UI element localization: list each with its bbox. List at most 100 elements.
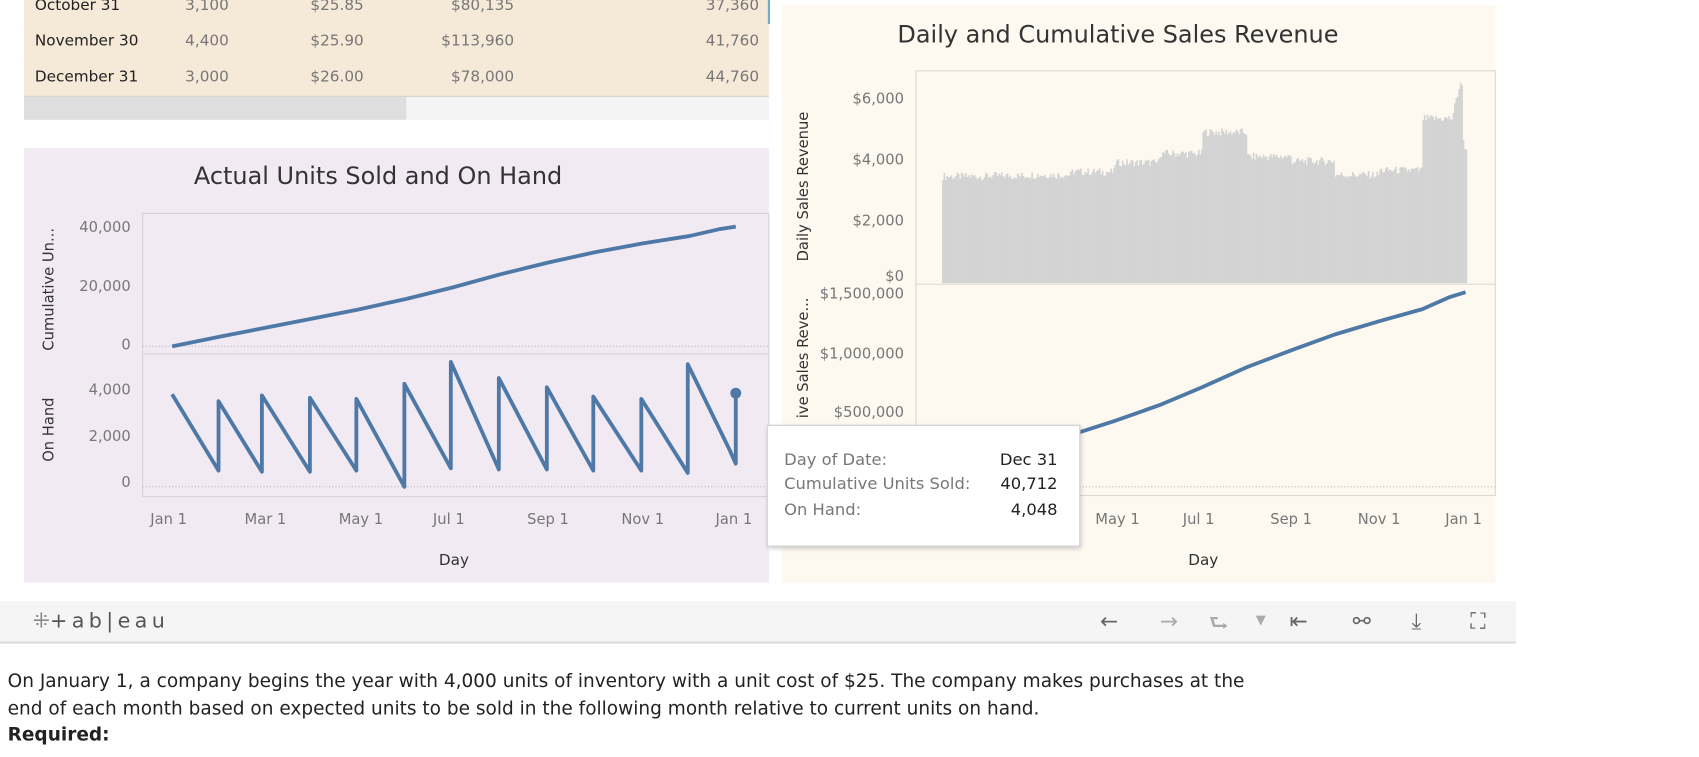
daily-revenue-bar [1180,151,1183,284]
units-chart-title: Actual Units Sold and On Hand [193,163,563,191]
daily-revenue-bar [1465,149,1468,284]
daily-revenue-bar [1373,177,1376,284]
daily-revenue-bar [1372,171,1374,284]
fullscreen-icon[interactable]: ⛶ [1470,607,1486,634]
revert-icon[interactable]: ⮑ [1208,609,1229,637]
daily-revenue-bar [1146,160,1148,284]
daily-revenue-bar [1436,118,1439,284]
daily-revenue-bar [1012,178,1015,284]
daily-revenue-bar [1199,154,1202,284]
daily-revenue-bar [1446,119,1449,284]
daily-revenue-bar [1387,170,1390,284]
undo-icon[interactable]: ← [1099,607,1119,634]
daily-revenue-bar [989,176,992,284]
x-tick-label: Jan 1 [715,510,753,529]
daily-revenue-bar [1318,160,1321,284]
redo-icon[interactable]: → [1159,607,1179,634]
daily-revenue-bar [1173,153,1176,284]
daily-revenue-bar [1307,157,1310,284]
x-tick-label: Sep 1 [1270,510,1312,529]
daily-revenue-bar [1410,168,1413,284]
daily-revenue-bar [1103,175,1105,284]
tableau-logo[interactable]: ⁜+ab|eau [32,608,170,633]
daily-revenue-bar [1336,174,1338,284]
daily-revenue-bar [1272,153,1275,284]
daily-revenue-bar [1376,171,1379,284]
daily-revenue-bar [1448,116,1450,284]
daily-revenue-bar [1385,168,1387,284]
date-cell: November 30 [34,32,139,51]
daily-revenue-bar [1326,163,1328,284]
daily-revenue-bar [1242,132,1245,284]
daily-revenue-bar [1257,157,1259,284]
daily-revenue-bar [1431,115,1433,284]
daily-revenue-bar [1002,176,1005,284]
daily-revenue-bar [1413,169,1416,284]
daily-revenue-bar [1328,160,1331,284]
daily-revenue-bar [947,177,950,284]
daily-revenue-bar [1118,165,1121,284]
revenue-x-axis-title: Day [1188,552,1219,570]
daily-revenue-bar [1445,117,1448,284]
reset-icon[interactable]: ⇤ [1289,607,1308,634]
y-tick-label: $500,000 [833,403,904,421]
daily-revenue-bar [1152,160,1154,284]
daily-revenue-bar [1353,174,1356,284]
daily-revenue-bar [1274,156,1276,284]
daily-revenue-bar [1179,153,1182,284]
daily-revenue-bar [1065,175,1068,284]
daily-revenue-bar [1183,153,1186,284]
daily-revenue-bar [1031,172,1033,284]
daily-revenue-bar [1094,173,1097,284]
dropdown-icon[interactable]: ▼ [1255,612,1266,628]
share-icon[interactable]: ⚯ [1352,607,1371,634]
daily-revenue-bar [1246,154,1249,284]
daily-revenue-bar [1461,85,1463,284]
horizontal-scrollbar-thumb[interactable] [23,96,407,120]
daily-revenue-bar [1001,172,1003,284]
daily-revenue-bar [1221,128,1223,284]
daily-revenue-bar [1093,168,1095,284]
daily-revenue-bar [1019,176,1022,284]
daily-revenue-bar [1304,159,1307,284]
daily-revenue-bar [959,178,961,284]
daily-revenue-bar [1049,174,1052,284]
on-hand-line [170,359,738,489]
daily-revenue-bar [1140,160,1143,284]
units-cell: 3,100 [185,0,229,15]
daily-revenue-bar [1423,114,1426,284]
daily-revenue-bar [1433,120,1436,284]
y-tick-label: 4,000 [88,381,131,399]
daily-revenue-bar [1456,96,1459,284]
daily-revenue-bar [1208,135,1210,284]
cumulative-cell: 44,760 [705,68,760,87]
daily-revenue-bar [1137,165,1140,284]
daily-revenue-bar [1084,171,1087,284]
daily-revenue-bar [1382,172,1384,284]
daily-revenue-bar [1167,153,1170,284]
daily-revenue-bar [1277,157,1279,284]
daily-revenue-bar [1316,160,1318,284]
y-tick-label: $6,000 [852,90,904,108]
daily-revenue-bar [1343,176,1345,284]
daily-revenue-bar [1429,115,1432,284]
daily-revenue-bar [1202,132,1205,284]
table-row: November 30 4,400 $25.90 $113,960 41,760 [23,23,769,61]
daily-revenue-bar [1060,178,1062,284]
unit-cost-cell: $25.90 [310,32,364,51]
horizontal-scrollbar-track[interactable] [23,96,769,120]
daily-revenue-bar [1188,151,1190,284]
daily-revenue-bar [1337,174,1340,284]
daily-revenue-bar [1294,162,1297,284]
daily-revenue-bar [1035,178,1038,284]
daily-revenue-bar [1085,173,1088,284]
charts-svg [142,70,1496,498]
daily-revenue-bar [957,173,960,284]
daily-revenue-bar [996,176,999,284]
daily-revenue-bar [1154,161,1157,284]
vertical-scrollbar-indicator[interactable] [767,0,770,24]
download-icon[interactable]: ⤓ [1411,607,1422,634]
daily-revenue-bar [944,179,947,284]
daily-revenue-bar [1176,153,1179,284]
